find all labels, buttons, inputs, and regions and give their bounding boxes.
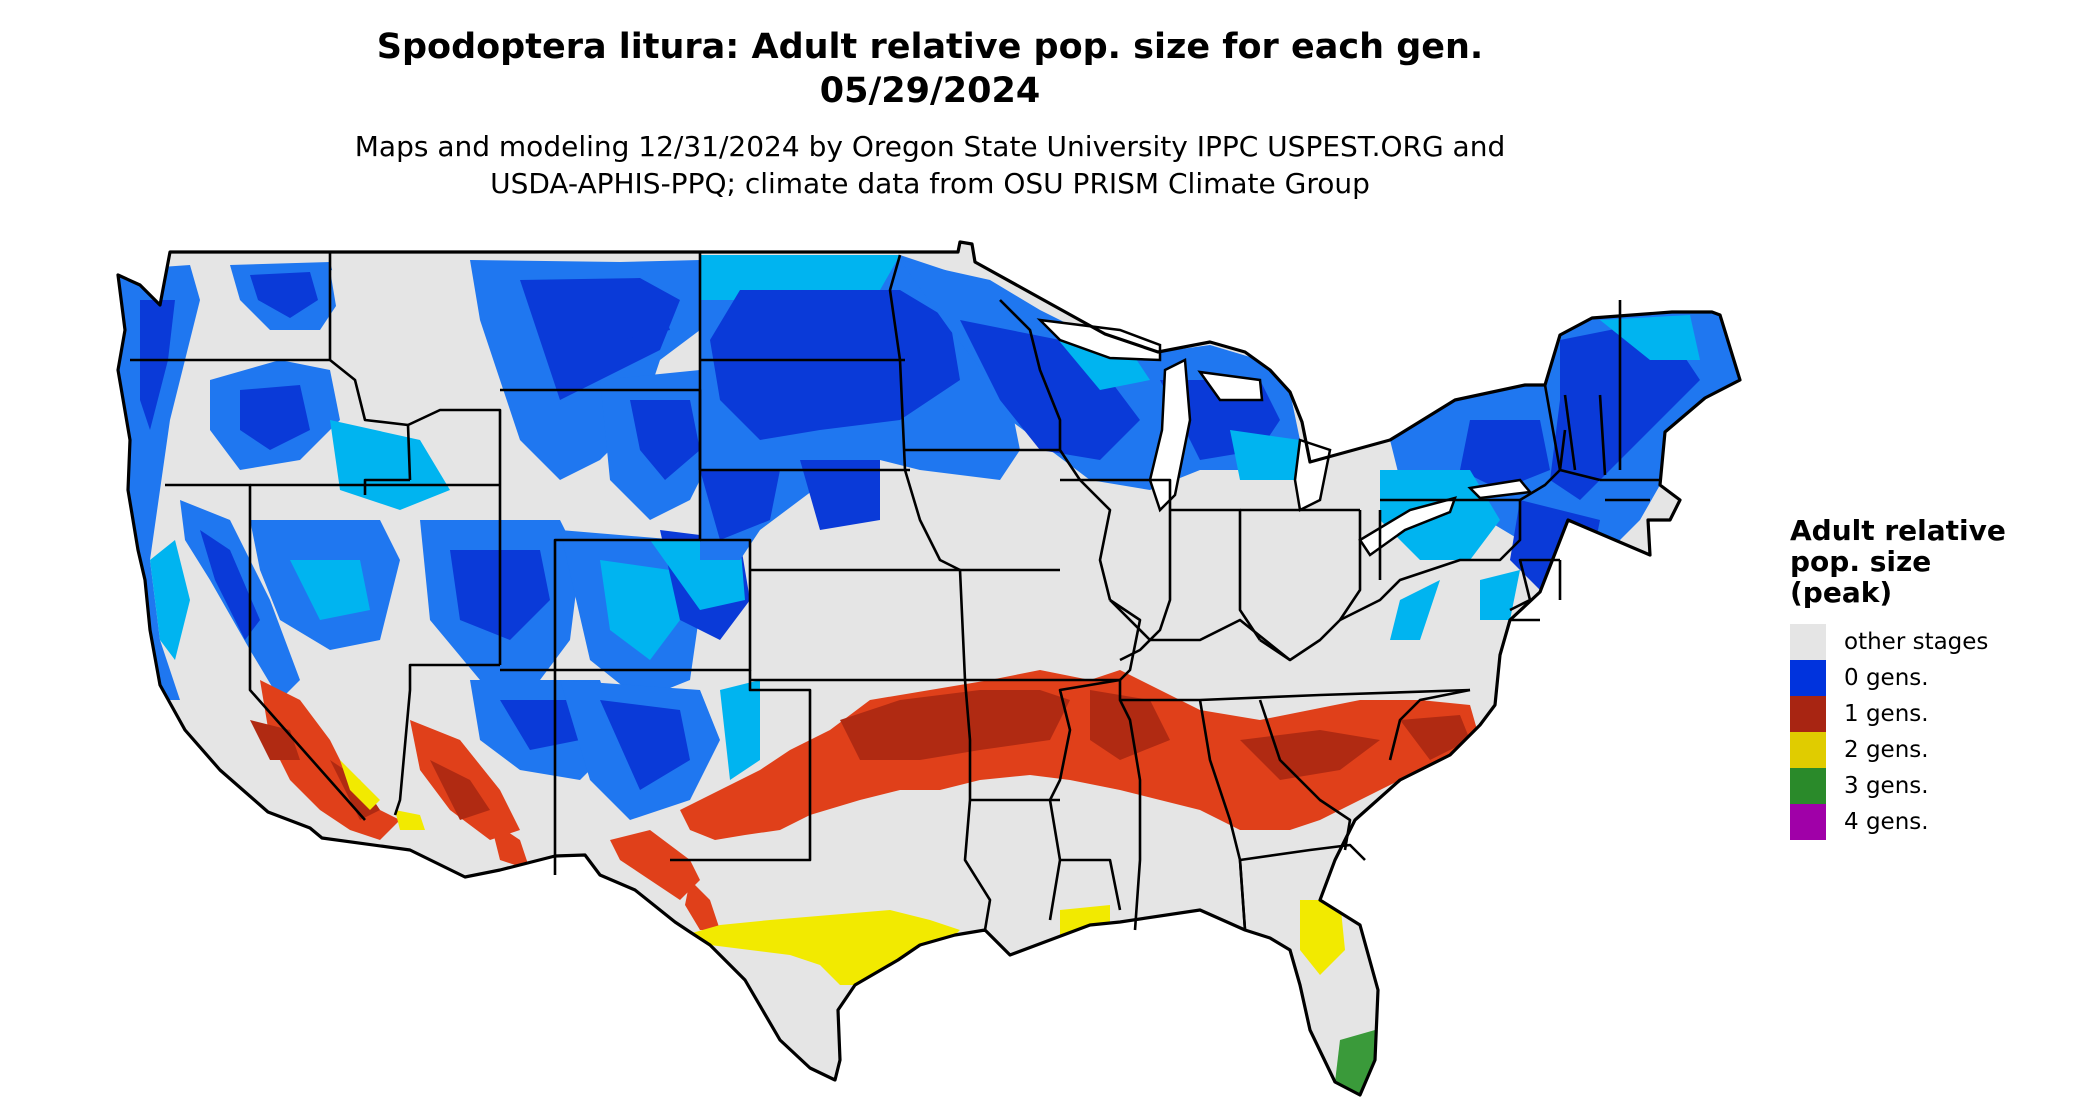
legend-swatch: [1790, 624, 1826, 660]
map-subtitle-line-1: Maps and modeling 12/31/2024 by Oregon S…: [354, 130, 1506, 163]
legend-title: Adult relative pop. size (peak): [1790, 515, 2080, 608]
legend-item-4-gens: 4 gens.: [1790, 804, 2080, 840]
legend-label: 4 gens.: [1844, 809, 1929, 835]
legend-label: 2 gens.: [1844, 737, 1929, 763]
map-title-line-1: Spodoptera litura: Adult relative pop. s…: [376, 27, 1484, 67]
legend-swatch: [1790, 768, 1826, 804]
legend-item-1-gens: 1 gens.: [1790, 696, 2080, 732]
legend-item-2-gens: 2 gens.: [1790, 732, 2080, 768]
map-title-line-2: 05/29/2024: [819, 71, 1041, 111]
legend-swatch: [1790, 660, 1826, 696]
legend-swatch: [1790, 732, 1826, 768]
legend-item-other-stages: other stages: [1790, 624, 2080, 660]
state-borders: [130, 252, 1660, 931]
legend-title-line-1: Adult relative: [1790, 514, 2006, 547]
great-lakes: [1036, 318, 1533, 557]
legend-swatch: [1790, 696, 1826, 732]
legend-label: 1 gens.: [1844, 701, 1929, 727]
legend-label: 0 gens.: [1844, 665, 1929, 691]
legend-item-0-gens: 0 gens.: [1790, 660, 2080, 696]
legend-items: other stages 0 gens. 1 gens. 2 gens. 3 g…: [1790, 624, 2080, 840]
legend-label: 3 gens.: [1844, 773, 1929, 799]
legend-swatch: [1790, 804, 1826, 840]
one-gen-regions: [250, 670, 1480, 930]
map-subtitle-line-2: USDA-APHIS-PPQ; climate data from OSU PR…: [490, 167, 1370, 200]
legend-item-3-gens: 3 gens.: [1790, 768, 2080, 804]
legend-label: other stages: [1844, 629, 1989, 655]
three-gen-regions: [858, 1030, 1378, 1095]
legend-title-line-3: (peak): [1790, 576, 1893, 609]
legend-title-line-2: pop. size: [1790, 545, 1932, 578]
legend: Adult relative pop. size (peak) other st…: [1790, 515, 2080, 840]
zero-gen-regions: [118, 255, 1740, 820]
